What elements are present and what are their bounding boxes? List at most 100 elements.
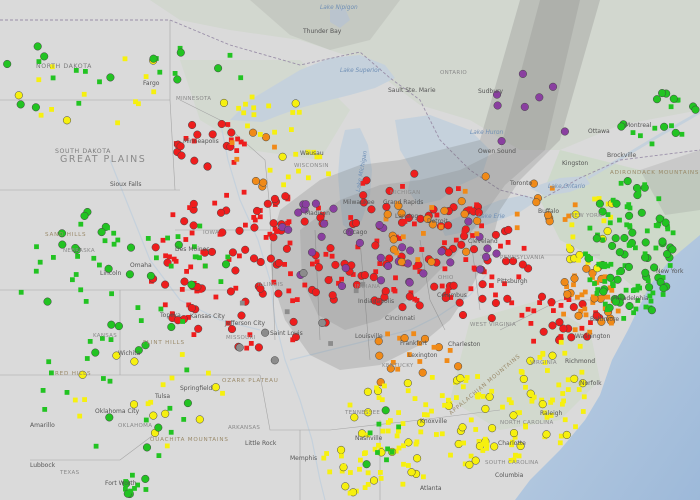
aqi-monitor-marker[interactable] xyxy=(637,208,646,217)
aqi-sensor-marker[interactable] xyxy=(374,238,380,244)
aqi-sensor-marker[interactable] xyxy=(111,241,117,247)
aqi-sensor-marker[interactable] xyxy=(405,388,411,394)
aqi-monitor-marker[interactable] xyxy=(337,281,347,291)
aqi-sensor-marker[interactable] xyxy=(590,275,595,280)
aqi-monitor-marker[interactable] xyxy=(375,351,384,360)
aqi-sensor-marker[interactable] xyxy=(400,234,406,240)
aqi-monitor-marker[interactable] xyxy=(371,241,380,250)
aqi-sensor-marker[interactable] xyxy=(105,225,110,231)
aqi-sensor-marker[interactable] xyxy=(656,196,662,202)
aqi-sensor-marker[interactable] xyxy=(286,288,292,294)
aqi-monitor-marker[interactable] xyxy=(104,264,113,273)
aqi-monitor-marker[interactable] xyxy=(410,169,419,178)
aqi-sensor-marker[interactable] xyxy=(133,99,138,105)
aqi-sensor-marker[interactable] xyxy=(365,470,371,476)
aqi-sensor-marker[interactable] xyxy=(192,244,197,250)
aqi-sensor-marker[interactable] xyxy=(245,123,250,129)
aqi-sensor-marker[interactable] xyxy=(419,247,425,252)
aqi-monitor-marker[interactable] xyxy=(650,263,659,272)
aqi-monitor-marker[interactable] xyxy=(31,103,40,112)
aqi-monitor-marker[interactable] xyxy=(129,400,139,409)
aqi-sensor-marker[interactable] xyxy=(348,470,353,475)
aqi-monitor-marker[interactable] xyxy=(548,321,557,330)
aqi-sensor-marker[interactable] xyxy=(213,294,219,300)
aqi-monitor-marker[interactable] xyxy=(542,430,551,439)
aqi-sensor-marker[interactable] xyxy=(235,136,240,142)
aqi-sensor-marker[interactable] xyxy=(617,217,622,223)
aqi-sensor-marker[interactable] xyxy=(83,69,88,74)
aqi-sensor-marker[interactable] xyxy=(164,443,170,449)
aqi-sensor-marker[interactable] xyxy=(473,427,479,432)
aqi-sensor-marker[interactable] xyxy=(355,244,361,250)
aqi-sensor-marker[interactable] xyxy=(516,453,522,459)
aqi-sensor-marker[interactable] xyxy=(565,377,571,383)
aqi-monitor-marker[interactable] xyxy=(625,211,634,220)
aqi-sensor-marker[interactable] xyxy=(305,149,311,155)
aqi-sensor-marker[interactable] xyxy=(143,417,149,423)
aqi-monitor-marker[interactable] xyxy=(341,264,350,273)
aqi-sensor-marker[interactable] xyxy=(122,56,128,62)
aqi-monitor-marker[interactable] xyxy=(663,249,672,259)
aqi-sensor-marker[interactable] xyxy=(647,293,653,299)
aqi-monitor-marker[interactable] xyxy=(235,226,244,235)
aqi-sensor-marker[interactable] xyxy=(242,141,247,147)
aqi-monitor-marker[interactable] xyxy=(374,297,383,306)
aqi-monitor-marker[interactable] xyxy=(400,334,409,343)
aqi-sensor-marker[interactable] xyxy=(36,77,42,83)
aqi-sensor-marker[interactable] xyxy=(407,352,412,357)
aqi-sensor-marker[interactable] xyxy=(474,231,480,237)
aqi-monitor-marker[interactable] xyxy=(647,306,656,315)
aqi-sensor-marker[interactable] xyxy=(610,197,616,203)
aqi-monitor-marker[interactable] xyxy=(419,269,428,278)
aqi-sensor-marker[interactable] xyxy=(480,448,486,453)
aqi-sensor-marker[interactable] xyxy=(605,294,611,300)
aqi-sensor-marker[interactable] xyxy=(660,292,666,297)
aqi-monitor-marker[interactable] xyxy=(582,264,591,273)
aqi-sensor-marker[interactable] xyxy=(382,383,387,389)
aqi-sensor-marker[interactable] xyxy=(115,120,120,126)
aqi-sensor-marker[interactable] xyxy=(582,306,588,312)
aqi-monitor-marker[interactable] xyxy=(417,418,426,427)
aqi-sensor-marker[interactable] xyxy=(467,206,473,212)
aqi-sensor-marker[interactable] xyxy=(571,282,576,288)
aqi-sensor-marker[interactable] xyxy=(168,429,174,435)
aqi-monitor-marker[interactable] xyxy=(397,257,406,267)
aqi-sensor-marker[interactable] xyxy=(329,253,335,259)
aqi-sensor-marker[interactable] xyxy=(417,359,423,364)
aqi-sensor-marker[interactable] xyxy=(191,332,197,337)
aqi-monitor-marker[interactable] xyxy=(413,454,422,463)
aqi-monitor-marker[interactable] xyxy=(520,102,529,111)
aqi-monitor-marker[interactable] xyxy=(456,374,465,383)
aqi-monitor-marker[interactable] xyxy=(406,246,415,255)
aqi-sensor-marker[interactable] xyxy=(188,264,194,270)
aqi-sensor-marker[interactable] xyxy=(660,275,666,280)
aqi-monitor-marker[interactable] xyxy=(195,415,204,424)
aqi-sensor-marker[interactable] xyxy=(377,261,383,266)
aqi-monitor-marker[interactable] xyxy=(478,280,487,289)
aqi-monitor-marker[interactable] xyxy=(161,409,170,418)
aqi-sensor-marker[interactable] xyxy=(445,288,451,294)
aqi-monitor-marker[interactable] xyxy=(555,318,564,327)
aqi-monitor-marker[interactable] xyxy=(256,284,265,293)
aqi-monitor-marker[interactable] xyxy=(418,368,427,377)
aqi-sensor-marker[interactable] xyxy=(323,251,329,257)
aqi-sensor-marker[interactable] xyxy=(531,338,536,344)
aqi-sensor-marker[interactable] xyxy=(348,215,354,220)
aqi-sensor-marker[interactable] xyxy=(412,264,418,270)
aqi-monitor-marker[interactable] xyxy=(106,73,115,82)
aqi-monitor-marker[interactable] xyxy=(641,268,650,277)
aqi-monitor-marker[interactable] xyxy=(606,273,615,282)
aqi-monitor-marker[interactable] xyxy=(274,289,283,298)
aqi-sensor-marker[interactable] xyxy=(652,125,658,131)
aqi-sensor-marker[interactable] xyxy=(514,225,520,231)
aqi-sensor-marker[interactable] xyxy=(393,275,398,281)
aqi-sensor-marker[interactable] xyxy=(512,434,518,440)
aqi-monitor-marker[interactable] xyxy=(668,245,677,254)
aqi-monitor-marker[interactable] xyxy=(367,205,376,214)
aqi-monitor-marker[interactable] xyxy=(208,130,217,139)
aqi-sensor-marker[interactable] xyxy=(476,439,482,444)
aqi-sensor-marker[interactable] xyxy=(616,270,621,275)
aqi-sensor-marker[interactable] xyxy=(636,189,642,195)
aqi-sensor-marker[interactable] xyxy=(218,279,224,284)
aqi-sensor-marker[interactable] xyxy=(579,369,585,375)
